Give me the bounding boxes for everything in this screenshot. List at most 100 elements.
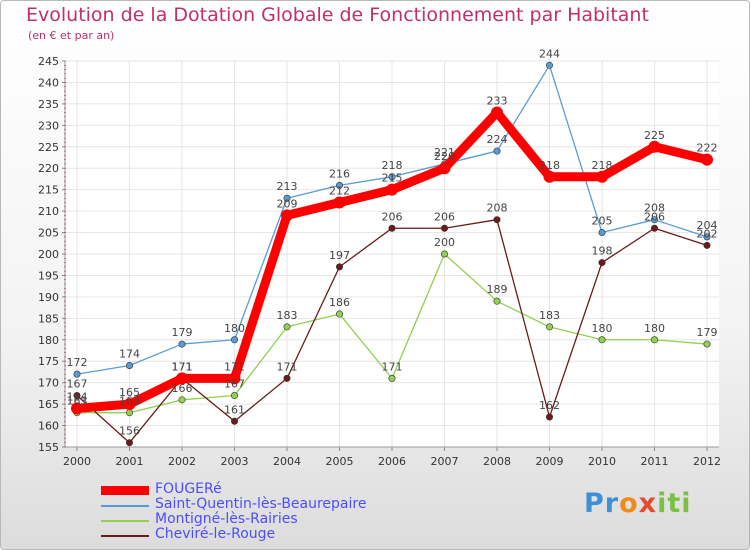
data-label-3: 161 bbox=[224, 403, 245, 416]
data-point-2 bbox=[493, 297, 501, 305]
data-point-1 bbox=[73, 370, 81, 378]
y-tick-label: 230 bbox=[38, 119, 59, 132]
x-tick-label: 2006 bbox=[378, 455, 406, 468]
y-tick-label: 245 bbox=[38, 55, 59, 68]
data-point-0 bbox=[228, 372, 241, 385]
legend-swatch-saint-quentin bbox=[101, 505, 149, 507]
data-label-2: 167 bbox=[224, 378, 245, 391]
data-label-1: 172 bbox=[67, 356, 88, 369]
y-tick-label: 215 bbox=[38, 184, 59, 197]
x-tick-label: 2011 bbox=[641, 455, 669, 468]
data-label-1: 208 bbox=[644, 202, 665, 215]
data-point-2 bbox=[545, 323, 553, 331]
data-point-3 bbox=[703, 241, 711, 249]
chart-title: Evolution de la Dotation Globale de Fonc… bbox=[26, 4, 649, 26]
data-label-2: 180 bbox=[592, 322, 613, 335]
y-tick-label: 155 bbox=[38, 441, 59, 454]
data-label-1: 244 bbox=[539, 47, 560, 60]
legend-swatch-montigne bbox=[101, 520, 149, 522]
data-point-0 bbox=[281, 209, 293, 222]
data-label-1: 224 bbox=[487, 133, 508, 146]
data-point-0 bbox=[701, 153, 713, 166]
data-label-1: 205 bbox=[592, 215, 613, 228]
y-tick-label: 165 bbox=[38, 398, 59, 411]
data-label-3: 198 bbox=[592, 245, 613, 258]
y-tick-label: 180 bbox=[38, 334, 59, 347]
data-point-1 bbox=[703, 233, 711, 241]
x-tick-label: 2009 bbox=[536, 455, 564, 468]
y-tick-label: 240 bbox=[38, 76, 59, 89]
data-point-0 bbox=[176, 372, 188, 385]
y-tick-label: 175 bbox=[38, 355, 59, 368]
data-label-0: 218 bbox=[592, 159, 613, 172]
data-point-0 bbox=[648, 140, 661, 153]
y-tick-label: 160 bbox=[38, 420, 59, 433]
data-point-0 bbox=[596, 170, 608, 183]
data-point-0 bbox=[543, 170, 556, 183]
data-point-3 bbox=[335, 263, 343, 271]
legend-label-montigne: Montigné-lès-Rairies bbox=[155, 511, 298, 527]
data-label-0: 164 bbox=[67, 390, 88, 403]
y-tick-label: 170 bbox=[38, 377, 59, 390]
data-label-3: 202 bbox=[697, 227, 718, 240]
data-point-3 bbox=[231, 417, 239, 425]
data-label-0: 215 bbox=[382, 172, 403, 185]
data-point-3 bbox=[388, 224, 396, 232]
data-point-1 bbox=[545, 61, 553, 69]
data-point-2 bbox=[231, 392, 239, 400]
data-point-3 bbox=[598, 259, 606, 267]
data-point-2 bbox=[178, 396, 186, 404]
x-tick-label: 2007 bbox=[431, 455, 459, 468]
data-label-0: 171 bbox=[224, 360, 245, 373]
data-label-3: 206 bbox=[644, 210, 665, 223]
x-tick-label: 2002 bbox=[168, 455, 196, 468]
data-point-2 bbox=[703, 340, 711, 348]
legend-swatch-chevire bbox=[101, 535, 149, 537]
data-label-2: 163 bbox=[67, 395, 88, 408]
data-point-3 bbox=[545, 413, 553, 421]
data-point-3 bbox=[73, 392, 81, 400]
x-tick-label: 2010 bbox=[588, 455, 616, 468]
data-point-0 bbox=[491, 106, 503, 119]
data-point-1 bbox=[178, 340, 186, 348]
data-label-1: 213 bbox=[277, 180, 298, 193]
data-point-1 bbox=[388, 173, 396, 181]
data-point-1 bbox=[598, 229, 606, 237]
data-label-1: 180 bbox=[224, 322, 245, 335]
y-tick-label: 235 bbox=[38, 98, 59, 111]
data-label-2: 186 bbox=[329, 296, 350, 309]
data-label-0: 171 bbox=[172, 360, 193, 373]
data-label-1: 218 bbox=[382, 159, 403, 172]
data-point-0 bbox=[123, 398, 136, 411]
data-label-0: 209 bbox=[277, 197, 298, 210]
y-tick-label: 190 bbox=[38, 291, 59, 304]
x-tick-label: 2001 bbox=[116, 455, 144, 468]
data-label-3: 206 bbox=[434, 210, 455, 223]
legend-item-montigne: Montigné-lès-Rairies bbox=[101, 511, 421, 528]
data-label-2: 171 bbox=[382, 360, 403, 373]
data-label-2: 183 bbox=[539, 309, 560, 322]
data-label-2: 179 bbox=[697, 326, 718, 339]
proxiti-logo: Proxiti bbox=[584, 488, 692, 519]
y-tick-label: 185 bbox=[38, 312, 59, 325]
data-point-0 bbox=[333, 196, 346, 209]
chart-subtitle: (en € et par an) bbox=[28, 29, 115, 42]
legend-item-saint-quentin: Saint-Quentin-lès-Beaurepaire bbox=[101, 496, 421, 513]
data-label-3: 208 bbox=[487, 202, 508, 215]
data-point-1 bbox=[126, 362, 134, 370]
x-tick-label: 2004 bbox=[273, 455, 301, 468]
data-label-1: 216 bbox=[329, 167, 350, 180]
data-label-0: 212 bbox=[329, 185, 350, 198]
data-label-3: 167 bbox=[67, 378, 88, 391]
x-tick-label: 2012 bbox=[693, 455, 721, 468]
data-point-2 bbox=[126, 409, 134, 417]
data-label-2: 183 bbox=[277, 309, 298, 322]
data-point-1 bbox=[335, 181, 343, 189]
data-point-3 bbox=[650, 224, 658, 232]
legend: FOUGERé Saint-Quentin-lès-Beaurepaire Mo… bbox=[101, 481, 421, 543]
data-label-1: 174 bbox=[119, 348, 140, 361]
x-tick-label: 2000 bbox=[63, 455, 91, 468]
data-label-1: 179 bbox=[172, 326, 193, 339]
data-label-2: 166 bbox=[172, 382, 193, 395]
